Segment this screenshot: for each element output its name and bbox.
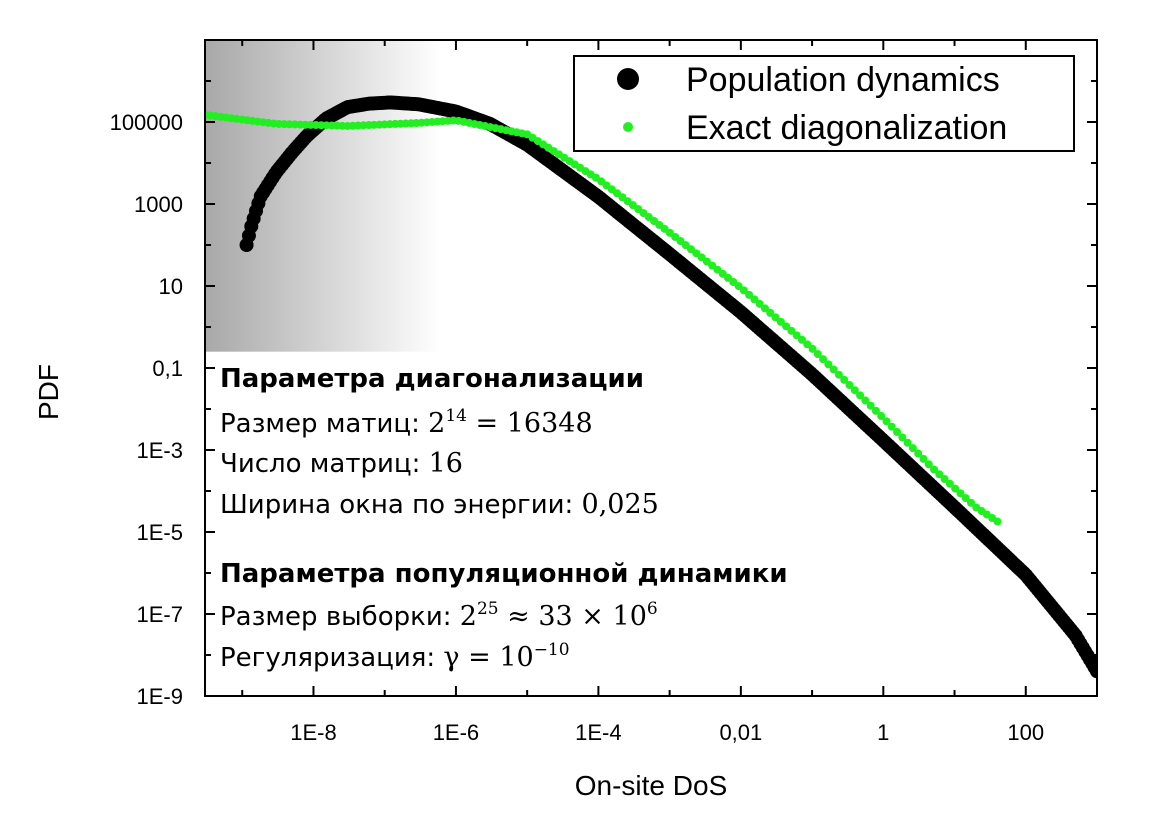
annotation-matrix-size: Размер матиц: 214 = 16348 [220,406,593,439]
exact-diagonalization-point [808,344,817,353]
y-tick-label: 1E-9 [137,684,183,709]
exact-diagonalization-point [919,454,928,463]
annotation-diag-heading: Параметра диагонализации [220,364,644,394]
exact-diagonalization-point [945,479,954,488]
exact-diagonalization-point [908,444,917,453]
exact-diagonalization-point [829,365,838,374]
y-tick-labels: 100000 1000 10 0,1 1E-3 1E-5 1E-7 1E-9 [110,110,183,709]
exact-diagonalization-point [834,370,843,379]
x-tick-label: 100 [1007,720,1044,745]
x-axis-title: On-site DoS [575,770,728,801]
annotation-matrix-count: Число матриц: 16 [220,448,463,479]
y-tick-label: 1000 [134,192,183,217]
exact-diagonalization-point [956,489,965,498]
x-tick-label: 1E-6 [433,720,479,745]
x-tick-label: 1E-8 [290,720,336,745]
exact-diagonalization-point [961,494,970,503]
legend: Population dynamics Exact diagonalizatio… [573,55,1075,152]
x-tick-labels: 1E-8 1E-6 1E-4 0,01 1 100 [290,720,1044,745]
x-tick-label: 1 [877,720,889,745]
exact-diagonalization-point [893,428,902,437]
exact-diagonalization-point [776,317,785,326]
y-tick-label: 0,1 [152,356,183,381]
exact-diagonalization-point [871,406,880,415]
exact-diagonalization-point [882,417,891,426]
legend-marker-exact-diagonalization [623,122,633,132]
exact-diagonalization-point [914,449,923,458]
population-dynamics-point [1090,664,1097,679]
exact-diagonalization-point [840,375,849,384]
annotation-regularization: Регуляризация: γ = 10−10 [220,640,570,673]
y-tick-label: 100000 [110,110,183,135]
legend-marker-population-dynamics [617,68,639,90]
exact-diagonalization-point [898,433,907,442]
y-tick-label: 1E-3 [137,438,183,463]
exact-diagonalization-point [866,401,875,410]
exact-diagonalization-point [877,412,886,421]
exact-diagonalization-point [967,498,976,507]
exact-diagonalization-point [845,381,854,390]
exact-diagonalization-point [755,299,764,308]
exact-diagonalization-point [861,396,870,405]
exact-diagonalization-point [750,295,759,304]
y-tick-label: 10 [159,274,183,299]
exact-diagonalization-point [951,484,960,493]
exact-diagonalization-point [797,335,806,344]
plot-frame [204,39,1098,697]
legend-box [573,55,1075,152]
x-tick-label: 1E-4 [575,720,621,745]
exact-diagonalization-point [903,438,912,447]
exact-diagonalization-point [824,360,833,369]
exact-diagonalization-point [935,470,944,479]
exact-diagonalization-point [993,517,1002,526]
exact-diagonalization-point [771,313,780,322]
series-exact-diagonalization [205,110,1002,526]
shaded-region [205,40,441,352]
x-tick-label: 0,01 [719,720,762,745]
exact-diagonalization-point [930,465,939,474]
exact-diagonalization-point [782,322,791,331]
exact-diagonalization-point [792,331,801,340]
annotation-block: Параметра диагонализации Размер матиц: 2… [220,364,788,673]
legend-label-population-dynamics: Population dynamics [686,61,1000,99]
exact-diagonalization-point [803,340,812,349]
y-tick-label: 1E-7 [137,602,183,627]
exact-diagonalization-point [760,304,769,313]
exact-diagonalization-point [819,355,828,364]
exact-diagonalization-point [940,475,949,484]
y-tick-label: 1E-5 [137,520,183,545]
exact-diagonalization-point [766,308,775,317]
exact-diagonalization-point [850,386,859,395]
exact-diagonalization-point [745,290,754,299]
exact-diagonalization-point [734,282,743,291]
exact-diagonalization-point [813,350,822,359]
exact-diagonalization-point [924,460,933,469]
exact-diagonalization-point [887,422,896,431]
exact-diagonalization-point [787,326,796,335]
y-axis-title: PDF [33,364,64,420]
legend-label-exact-diagonalization: Exact diagonalization [686,109,1007,147]
annotation-sample-size: Размер выборки: 225 ≈ 33 × 106 [220,599,658,632]
exact-diagonalization-point [856,391,865,400]
annotation-energy-window: Ширина окна по энергии: 0,025 [220,489,659,520]
exact-diagonalization-point [739,286,748,295]
annotation-popdyn-heading: Параметра популяционной динамики [220,559,788,589]
